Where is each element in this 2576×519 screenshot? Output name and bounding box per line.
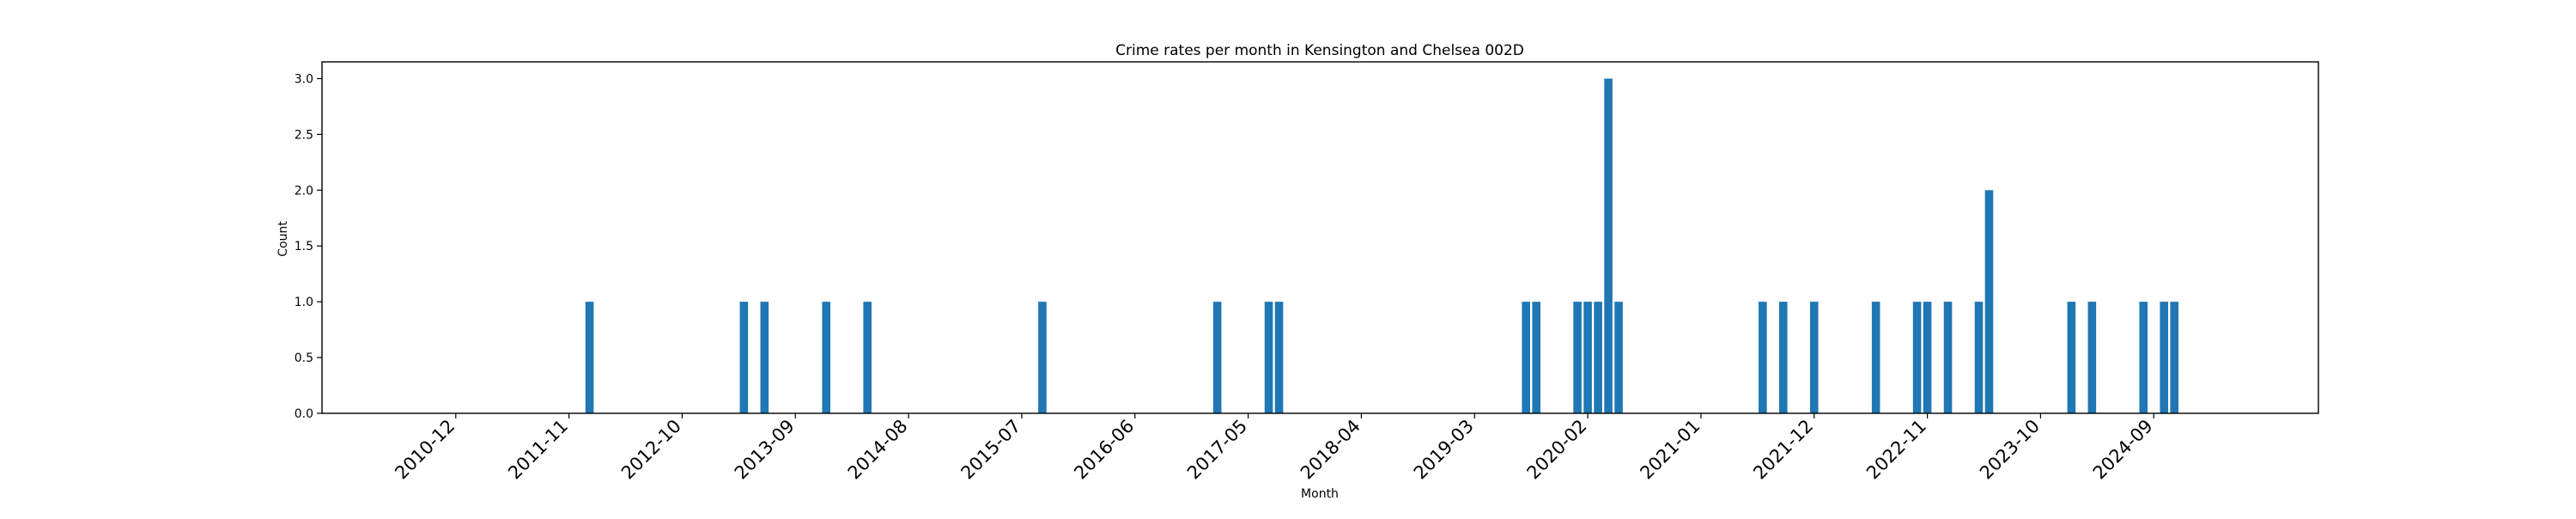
- x-tick-label: 2013-09: [731, 416, 799, 484]
- bar-2024-01: [2067, 302, 2076, 413]
- bars-group: [585, 78, 2179, 413]
- bar-2013-06: [760, 302, 769, 413]
- bar-2015-09: [1038, 302, 1047, 413]
- bar-2021-12: [1809, 302, 1819, 413]
- x-tick-label: 2019-03: [1410, 416, 1478, 484]
- x-axis-ticks: 2010-12 2011-11 2012-10 2013-09 2014-08 2015-…: [391, 413, 2157, 484]
- plot-area-frame: [321, 61, 2319, 414]
- bar-2020-02: [1583, 302, 1592, 413]
- bar-2020-05: [1614, 302, 1623, 413]
- x-tick-label: 2011-11: [504, 416, 572, 484]
- bar-2013-04: [739, 302, 749, 413]
- x-tick-label: 2021-01: [1636, 416, 1704, 484]
- y-tick-label: 3.0: [295, 72, 313, 86]
- x-tick-label: 2014-08: [844, 416, 912, 484]
- x-tick-label: 2024-09: [2089, 416, 2157, 484]
- x-tick-label: 2016-06: [1070, 416, 1138, 484]
- y-axis-label: Count: [276, 221, 290, 257]
- x-tick-label: 2020-02: [1523, 416, 1591, 484]
- x-tick-label: 2018-04: [1297, 416, 1364, 484]
- bar-2024-10: [2160, 302, 2169, 413]
- bar-2014-04: [863, 302, 872, 413]
- x-tick-label: 2022-11: [1862, 416, 1930, 484]
- x-tick-label: 2017-05: [1183, 416, 1251, 484]
- bar-2022-10: [1912, 302, 1922, 413]
- bar-2020-03: [1594, 302, 1602, 413]
- y-tick-label: 2.5: [295, 128, 313, 142]
- bar-2021-07: [1759, 302, 1767, 413]
- bar-2017-08: [1274, 302, 1284, 413]
- x-axis-label: Month: [1301, 487, 1339, 501]
- chart-title: Crime rates per month in Kensington and …: [1115, 42, 1524, 59]
- y-tick-label: 1.0: [295, 296, 313, 309]
- y-axis-ticks: 0.0 0.5 1.0 1.5 2.0 2.5 3.0: [295, 72, 322, 421]
- bar-2020-01: [1573, 302, 1582, 413]
- y-tick-label: 0.5: [295, 351, 313, 365]
- bar-2024-03: [2087, 302, 2097, 413]
- bar-2024-08: [2139, 302, 2148, 413]
- x-tick-label: 2012-10: [617, 416, 685, 484]
- bar-2022-11: [1923, 302, 1932, 413]
- y-tick-label: 1.5: [295, 240, 313, 253]
- bar-2021-09: [1779, 302, 1788, 413]
- bar-2022-06: [1871, 302, 1880, 413]
- x-tick-label: 2023-10: [1976, 416, 2044, 484]
- bar-2017-07: [1264, 302, 1273, 413]
- bar-2019-09: [1532, 302, 1540, 413]
- x-tick-label: 2021-12: [1749, 416, 1817, 484]
- y-tick-label: 0.0: [295, 407, 313, 421]
- bar-2017-02: [1212, 302, 1222, 413]
- bar-2013-12: [822, 302, 831, 413]
- bar-2012-01: [585, 302, 594, 413]
- y-tick-label: 2.0: [295, 184, 313, 198]
- bar-2023-04: [1974, 302, 1984, 413]
- bar-2020-04: [1604, 78, 1613, 413]
- x-tick-label: 2015-07: [957, 416, 1024, 484]
- bar-2024-11: [2170, 302, 2179, 413]
- bar-2019-08: [1522, 302, 1530, 413]
- bar-2023-01: [1943, 302, 1953, 413]
- x-tick-label: 2010-12: [391, 416, 459, 484]
- bar-2023-05: [1984, 190, 1994, 413]
